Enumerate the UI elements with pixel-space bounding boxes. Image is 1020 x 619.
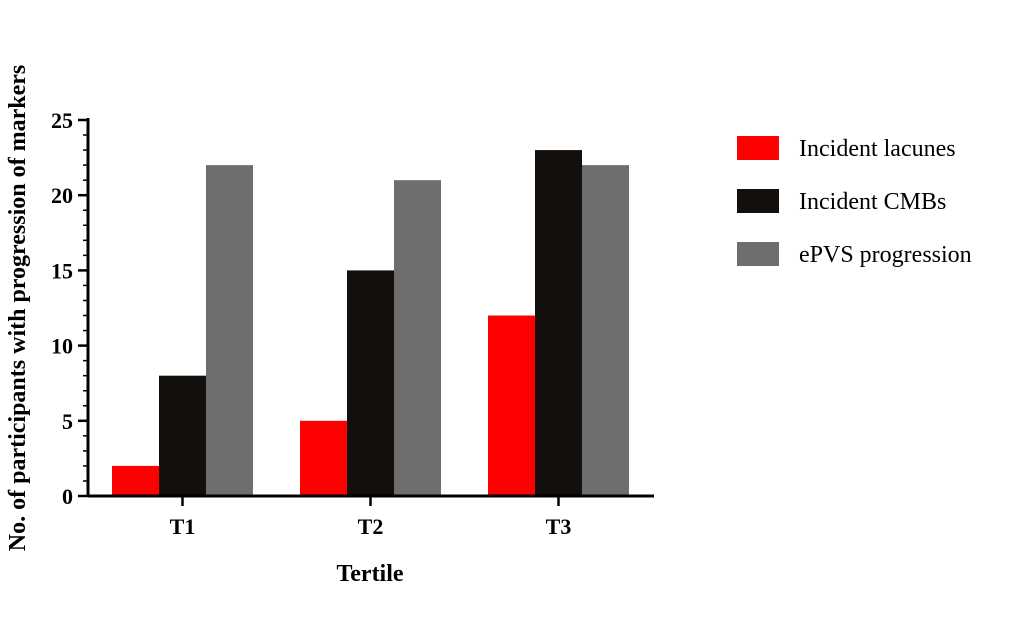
legend-label-incident-lacunes: Incident lacunes bbox=[799, 136, 956, 162]
legend-label-incident-cmbs: Incident CMBs bbox=[799, 189, 946, 215]
bar-t2-incident-cmbs bbox=[347, 270, 394, 496]
y-tick-label: 0 bbox=[62, 484, 73, 509]
legend-swatch-epvs-progression bbox=[737, 242, 779, 266]
y-tick-label: 25 bbox=[51, 108, 73, 133]
bar-t3-incident-lacunes bbox=[488, 315, 535, 496]
bars-group bbox=[112, 150, 629, 496]
legend: Incident lacunes Incident CMBs ePVS progre… bbox=[737, 136, 972, 268]
x-axis-title: Tertile bbox=[336, 561, 403, 587]
bar-t3-incident-cmbs bbox=[535, 150, 582, 496]
bar-t3-epvs-progression bbox=[582, 165, 629, 496]
y-tick-label: 20 bbox=[51, 183, 73, 208]
x-tick-label-t1: T1 bbox=[170, 514, 196, 539]
legend-label-epvs-progression: ePVS progression bbox=[799, 242, 972, 268]
bar-t1-incident-lacunes bbox=[112, 465, 159, 496]
bar-t2-epvs-progression bbox=[394, 180, 441, 496]
bar-t2-incident-lacunes bbox=[300, 420, 347, 496]
y-tick-label: 5 bbox=[62, 409, 73, 434]
x-tick-label-t3: T3 bbox=[546, 514, 572, 539]
legend-swatch-incident-cmbs bbox=[737, 189, 779, 213]
y-tick-label: 10 bbox=[51, 334, 73, 359]
bar-t1-epvs-progression bbox=[206, 165, 253, 496]
y-axis-title: No. of participants with progression of … bbox=[5, 65, 31, 551]
legend-swatch-incident-lacunes bbox=[737, 136, 779, 160]
x-tick-label-t2: T2 bbox=[358, 514, 384, 539]
bar-t1-incident-cmbs bbox=[159, 375, 206, 496]
x-ticks-group: T1 T2 T3 bbox=[170, 496, 572, 539]
y-tick-label: 15 bbox=[51, 258, 73, 283]
y-ticks-group: 0 5 10 15 20 25 bbox=[51, 108, 88, 509]
